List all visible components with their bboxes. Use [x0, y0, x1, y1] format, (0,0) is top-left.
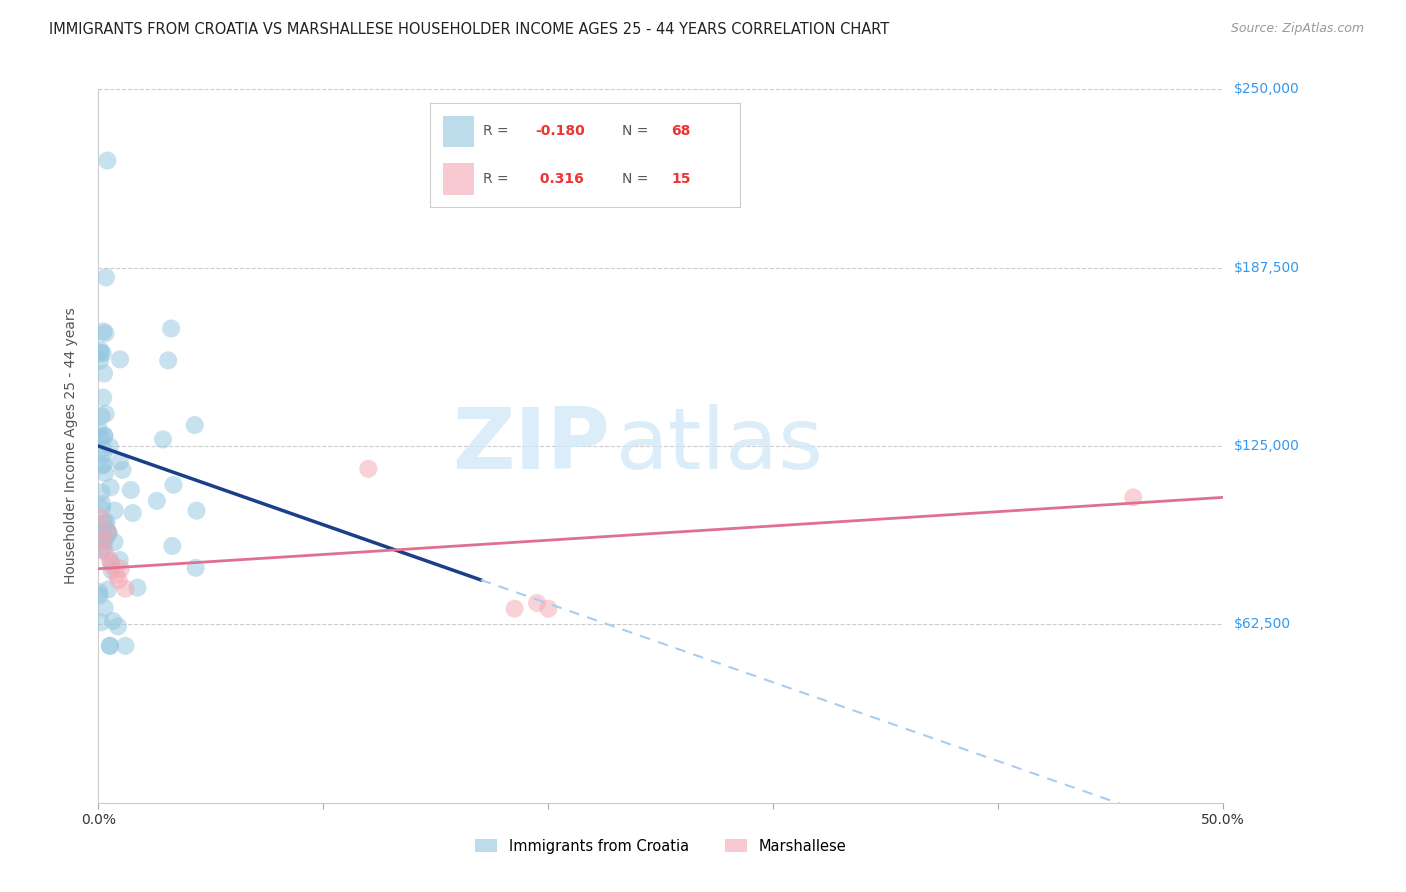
Point — [101, 614, 124, 628]
Text: $62,500: $62,500 — [1234, 617, 1292, 632]
Point — [121, 506, 143, 520]
Point — [184, 561, 207, 575]
Point — [104, 503, 127, 517]
Point — [152, 433, 174, 447]
Point — [101, 558, 124, 573]
Point — [93, 530, 115, 544]
Point — [98, 553, 121, 567]
Point — [160, 321, 183, 335]
Point — [107, 619, 129, 633]
Point — [94, 466, 117, 480]
Point — [503, 601, 526, 615]
Point — [93, 533, 115, 547]
Text: ZIP: ZIP — [453, 404, 610, 488]
Point — [97, 526, 120, 541]
Point — [87, 423, 110, 437]
Point — [91, 497, 114, 511]
Point — [97, 526, 120, 541]
Point — [97, 582, 120, 597]
Point — [91, 458, 114, 473]
Point — [100, 480, 122, 494]
Y-axis label: Householder Income Ages 25 - 44 years: Householder Income Ages 25 - 44 years — [63, 308, 77, 584]
Point — [90, 485, 112, 500]
Point — [127, 581, 149, 595]
Text: $187,500: $187,500 — [1234, 260, 1301, 275]
Point — [94, 326, 117, 341]
Point — [93, 428, 115, 442]
Point — [1122, 491, 1144, 505]
Point — [89, 353, 111, 368]
Text: Source: ZipAtlas.com: Source: ZipAtlas.com — [1230, 22, 1364, 36]
Legend: Immigrants from Croatia, Marshallese: Immigrants from Croatia, Marshallese — [470, 833, 852, 860]
Point — [87, 524, 110, 539]
Point — [114, 582, 136, 596]
Point — [91, 448, 114, 462]
Point — [183, 417, 205, 432]
Point — [100, 563, 122, 577]
Point — [93, 534, 115, 549]
Point — [98, 639, 121, 653]
Point — [162, 539, 184, 553]
Point — [91, 543, 114, 558]
Point — [526, 596, 548, 610]
Point — [96, 524, 118, 539]
Point — [91, 391, 114, 405]
Point — [90, 346, 112, 360]
Point — [98, 440, 121, 454]
Point — [186, 503, 208, 517]
Point — [108, 553, 131, 567]
Point — [93, 325, 115, 339]
Point — [94, 270, 117, 285]
Point — [90, 510, 112, 524]
Point — [93, 429, 115, 443]
Point — [146, 494, 169, 508]
Point — [91, 533, 114, 548]
Point — [96, 524, 118, 539]
Point — [90, 431, 112, 445]
Point — [100, 555, 122, 569]
Point — [114, 639, 136, 653]
Point — [89, 343, 111, 358]
Point — [110, 562, 132, 576]
Point — [90, 615, 112, 630]
Point — [90, 409, 112, 424]
Point — [90, 501, 112, 516]
Point — [120, 483, 142, 497]
Point — [93, 601, 115, 615]
Point — [96, 516, 118, 530]
Point — [93, 541, 115, 556]
Text: atlas: atlas — [616, 404, 824, 488]
Point — [357, 462, 380, 476]
Point — [94, 544, 117, 558]
Point — [157, 353, 180, 368]
Point — [108, 352, 131, 367]
Point — [98, 639, 121, 653]
Text: IMMIGRANTS FROM CROATIA VS MARSHALLESE HOUSEHOLDER INCOME AGES 25 - 44 YEARS COR: IMMIGRANTS FROM CROATIA VS MARSHALLESE H… — [49, 22, 890, 37]
Point — [107, 573, 129, 587]
Point — [93, 457, 115, 471]
Point — [162, 478, 184, 492]
Point — [94, 516, 117, 530]
Point — [93, 517, 115, 532]
Point — [96, 153, 118, 168]
Point — [91, 346, 114, 360]
Text: $125,000: $125,000 — [1234, 439, 1301, 453]
Point — [105, 567, 128, 582]
Point — [89, 588, 111, 602]
Point — [108, 454, 131, 468]
Point — [111, 463, 134, 477]
Point — [94, 407, 117, 421]
Point — [93, 367, 115, 381]
Point — [537, 601, 560, 615]
Point — [87, 585, 110, 599]
Point — [91, 442, 114, 456]
Text: $250,000: $250,000 — [1234, 82, 1301, 96]
Point — [103, 535, 125, 549]
